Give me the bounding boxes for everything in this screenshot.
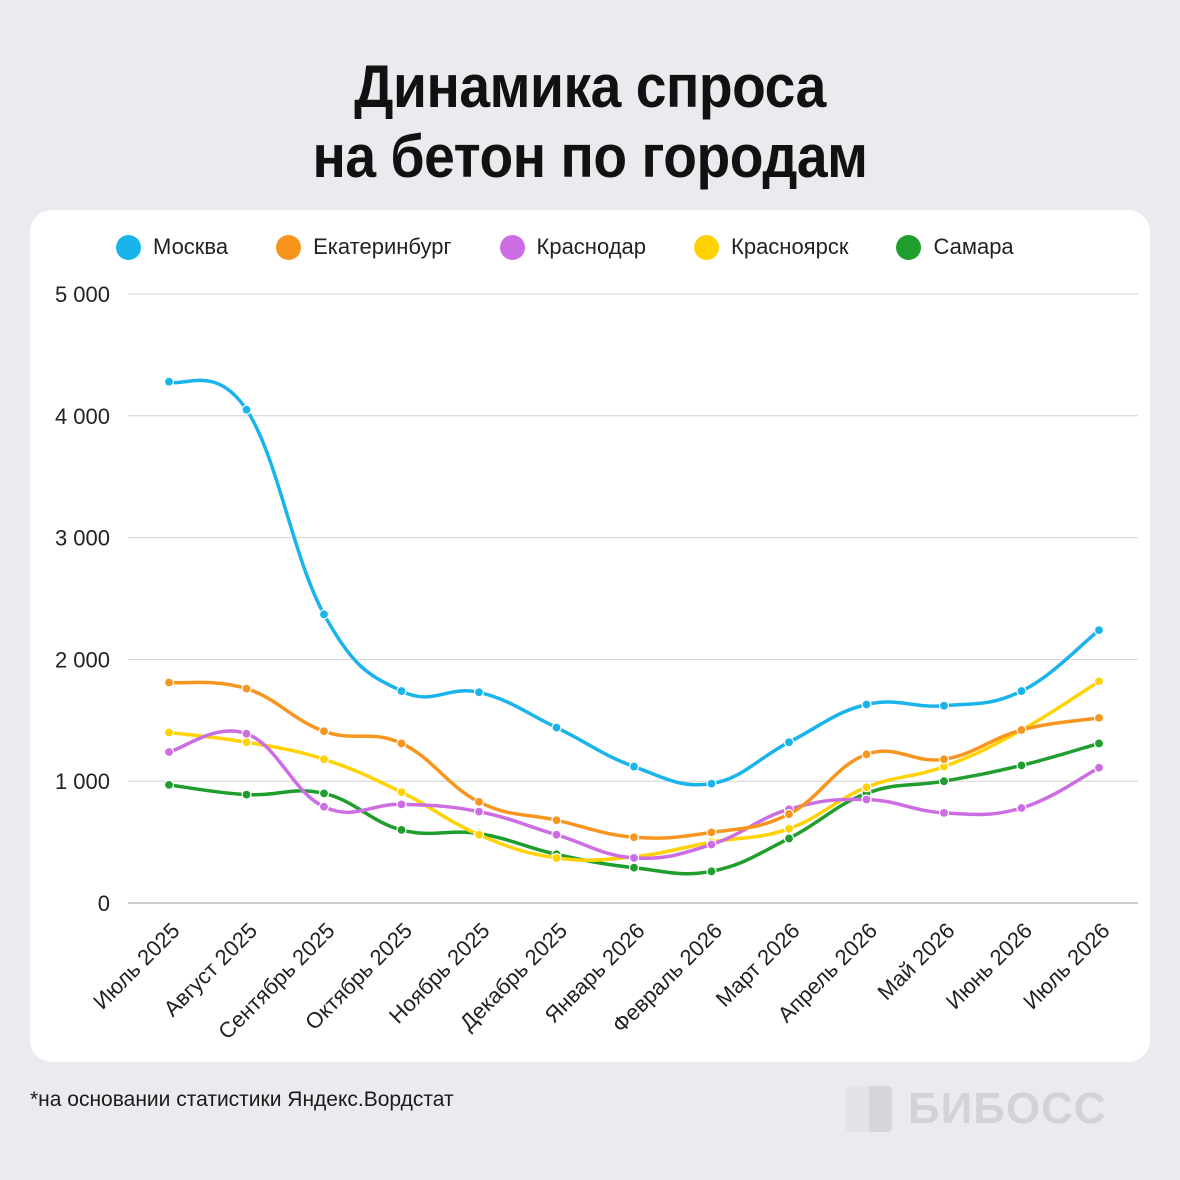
legend-label: Красноярск <box>731 234 849 259</box>
data-point <box>706 866 717 877</box>
data-point <box>396 799 407 810</box>
legend-label: Краснодар <box>536 234 647 259</box>
data-point <box>318 609 330 620</box>
data-point <box>241 683 252 694</box>
data-point <box>1093 762 1105 773</box>
y-tick-label: 5 000 <box>55 282 110 307</box>
data-point <box>241 728 252 739</box>
data-point <box>783 808 795 820</box>
data-point <box>706 839 717 850</box>
chart-legend: Москва Екатеринбург Краснодар Красноярск Сам… <box>116 232 1062 262</box>
legend-swatch-icon <box>276 234 302 260</box>
data-point <box>241 789 252 800</box>
legend-label: Самара <box>933 234 1014 259</box>
series-4 <box>163 738 1105 877</box>
legend-item: Екатеринбург <box>276 234 452 260</box>
series-0 <box>163 376 1105 789</box>
data-point <box>861 782 872 793</box>
title-line-2: на бетон по городам <box>312 123 868 190</box>
data-point <box>938 754 950 765</box>
data-point <box>396 685 407 697</box>
legend-swatch-icon <box>116 234 141 260</box>
data-point <box>1093 676 1105 687</box>
data-point <box>1093 738 1105 749</box>
data-point <box>473 806 485 817</box>
legend-label: Москва <box>153 234 229 259</box>
y-tick-label: 1 000 <box>55 769 110 794</box>
data-point <box>318 726 330 737</box>
data-point <box>861 699 872 710</box>
legend-item: Красноярск <box>694 234 848 260</box>
data-point <box>551 852 562 864</box>
data-point <box>396 824 407 836</box>
y-tick-label: 2 000 <box>55 647 110 672</box>
data-point <box>473 687 485 698</box>
data-point <box>551 829 562 840</box>
data-point <box>628 832 640 843</box>
data-point <box>163 677 175 688</box>
data-point <box>163 376 175 387</box>
data-point <box>473 829 485 840</box>
source-footnote: *на основании статистики Яндекс.Вордстат <box>30 1088 454 1111</box>
series-2 <box>163 728 1105 864</box>
data-point <box>783 833 795 844</box>
data-point <box>163 746 175 758</box>
data-point <box>783 737 795 748</box>
data-point <box>396 787 407 798</box>
data-point <box>1093 625 1105 636</box>
chart-card <box>30 210 1150 1062</box>
data-point <box>396 738 407 749</box>
data-point <box>473 796 485 808</box>
brand-name: БИБОСС <box>908 1084 1107 1133</box>
data-point <box>551 722 562 733</box>
legend-swatch-icon <box>694 234 720 260</box>
data-point <box>861 794 872 805</box>
brand-logo-icon <box>846 1086 892 1132</box>
legend-swatch-icon <box>896 234 922 260</box>
legend-item: Краснодар <box>499 234 647 260</box>
data-point <box>783 823 795 834</box>
data-point <box>318 754 330 765</box>
data-point <box>241 737 252 748</box>
data-point <box>163 779 175 790</box>
series-1 <box>163 677 1105 843</box>
data-point <box>706 778 717 789</box>
data-point <box>706 827 717 838</box>
data-point <box>318 788 330 799</box>
data-point <box>1016 724 1027 736</box>
data-point <box>938 700 950 711</box>
data-point <box>318 801 330 812</box>
title-line-1: Динамика спроса <box>354 53 826 120</box>
data-point <box>628 852 640 864</box>
data-point <box>628 761 640 772</box>
data-point <box>938 807 950 818</box>
y-tick-label: 4 000 <box>55 404 110 429</box>
data-point <box>1016 760 1027 771</box>
data-point <box>241 404 252 415</box>
data-point <box>1093 712 1105 723</box>
y-tick-label: 3 000 <box>55 526 110 551</box>
page-title: Динамика спроса на бетон по городам <box>47 52 1133 192</box>
data-point <box>628 862 640 873</box>
legend-item: Самара <box>896 234 1014 260</box>
data-point <box>163 727 175 738</box>
legend-swatch-icon <box>499 234 525 260</box>
data-point <box>938 776 950 787</box>
data-point <box>1016 685 1027 697</box>
data-point <box>1016 802 1027 814</box>
brand-logo: БИБОСС <box>846 1084 1107 1133</box>
data-point <box>861 749 872 760</box>
legend-item: Москва <box>116 234 228 260</box>
legend-label: Екатеринбург <box>313 234 452 259</box>
y-tick-label: 0 <box>98 891 110 916</box>
data-point <box>551 815 562 826</box>
